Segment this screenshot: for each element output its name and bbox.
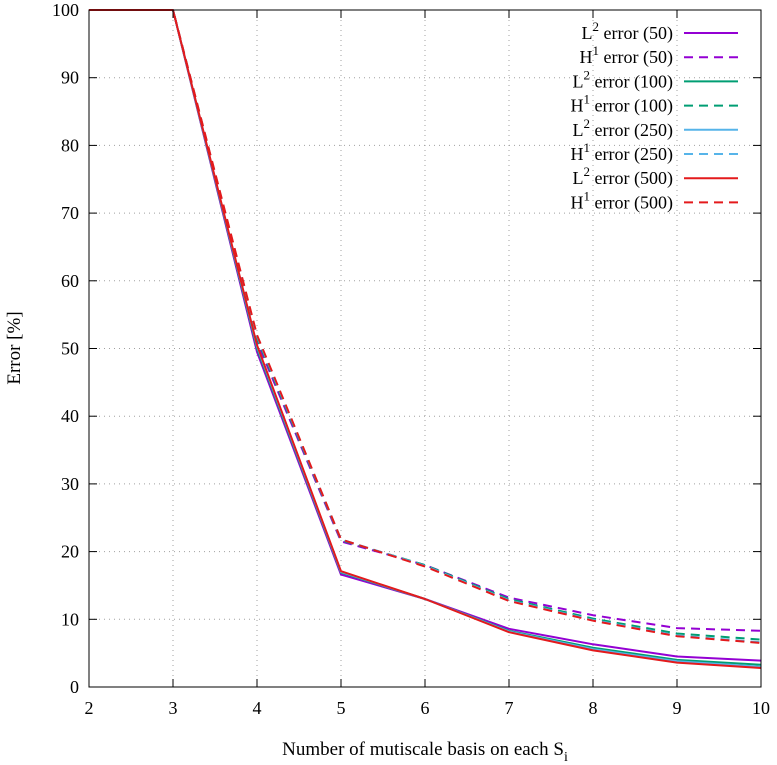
- x-axis-label: Number of mutiscale basis on each Si: [282, 739, 568, 765]
- x-tick-label: 10: [752, 698, 770, 718]
- x-axis-label-main: Number of mutiscale basis on each S: [282, 739, 564, 760]
- y-tick-label: 10: [61, 609, 79, 629]
- y-tick-label: 90: [61, 68, 79, 88]
- legend-label: L2 error (50): [582, 19, 673, 44]
- x-tick-label: 2: [85, 698, 94, 718]
- legend-label: H1 error (500): [571, 188, 673, 213]
- y-tick-label: 0: [70, 677, 79, 697]
- x-tick-label: 9: [673, 698, 682, 718]
- x-tick-label: 8: [589, 698, 598, 718]
- y-axis-label: Error [%]: [4, 311, 25, 384]
- series-lines: [89, 9, 762, 669]
- legend: L2 error (50)H1 error (50)L2 error (100)…: [571, 19, 738, 213]
- grid-lines: [89, 10, 761, 687]
- y-tick-label: 60: [61, 271, 79, 291]
- x-tick-label: 7: [505, 698, 514, 718]
- y-tick-label: 20: [61, 542, 79, 562]
- x-tick-label: 5: [337, 698, 346, 718]
- y-tick-label: 30: [61, 474, 79, 494]
- legend-label: L2 error (100): [573, 67, 673, 92]
- x-tick-label: 3: [169, 698, 178, 718]
- legend-label: L2 error (250): [573, 116, 673, 141]
- x-axis-label-subscript: i: [564, 750, 568, 765]
- legend-label: H1 error (100): [571, 92, 673, 117]
- x-tick-label: 4: [253, 698, 262, 718]
- legend-label: L2 error (500): [573, 164, 673, 189]
- legend-label: H1 error (50): [580, 43, 673, 68]
- series-line-8: [89, 9, 762, 644]
- y-tick-label: 70: [61, 203, 79, 223]
- y-tick-label: 80: [61, 135, 79, 155]
- y-tick-label: 40: [61, 406, 79, 426]
- legend-label: H1 error (250): [571, 140, 673, 165]
- y-tick-label: 100: [52, 0, 79, 20]
- x-tick-label: 6: [421, 698, 430, 718]
- y-tick-label: 50: [61, 339, 79, 359]
